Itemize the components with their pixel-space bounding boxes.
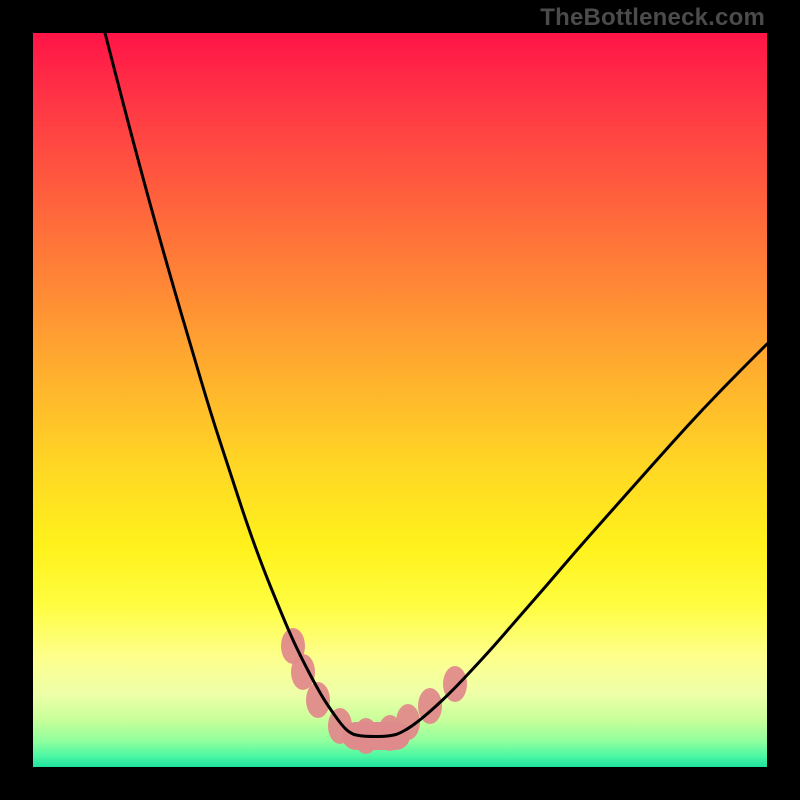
gradient-panel [33,33,767,767]
chart-svg [0,0,800,800]
watermark-text: TheBottleneck.com [540,4,765,32]
chart-canvas: TheBottleneck.com [0,0,800,800]
